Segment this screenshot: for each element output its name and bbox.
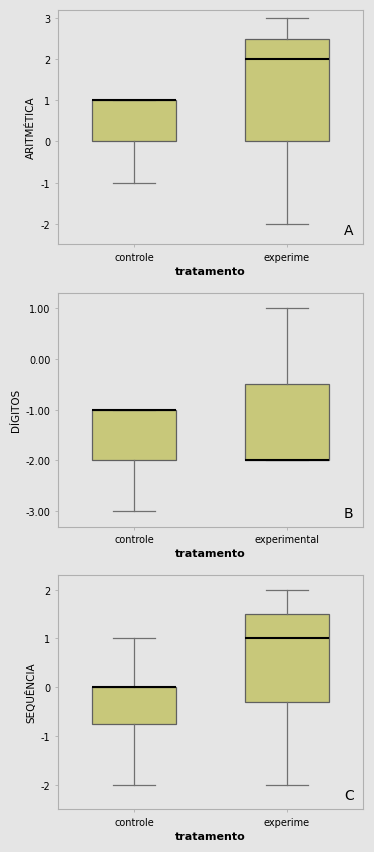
Y-axis label: ARITMÉTICA: ARITMÉTICA	[26, 96, 36, 159]
X-axis label: tratamento: tratamento	[175, 267, 246, 277]
PathPatch shape	[92, 101, 176, 142]
Text: B: B	[344, 506, 354, 520]
PathPatch shape	[245, 614, 329, 702]
PathPatch shape	[92, 688, 176, 724]
Y-axis label: SEQUÊNCIA: SEQUÊNCIA	[25, 662, 36, 722]
Y-axis label: DÍGITOS: DÍGITOS	[11, 389, 21, 432]
X-axis label: tratamento: tratamento	[175, 831, 246, 841]
PathPatch shape	[245, 40, 329, 142]
PathPatch shape	[92, 410, 176, 461]
X-axis label: tratamento: tratamento	[175, 549, 246, 559]
PathPatch shape	[245, 385, 329, 461]
Text: A: A	[344, 224, 354, 238]
Text: C: C	[344, 788, 354, 802]
